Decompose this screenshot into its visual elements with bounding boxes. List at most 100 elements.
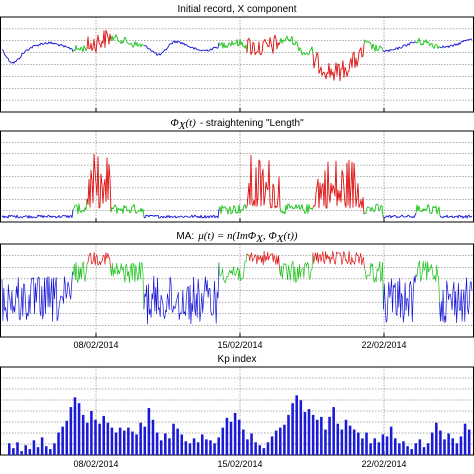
kp-bar: [398, 443, 401, 455]
kp-bar: [299, 400, 303, 455]
panel3-series-quiet: [1, 271, 73, 322]
kp-bar: [357, 432, 360, 455]
kp-bar: [151, 419, 155, 455]
kp-bar: [320, 416, 323, 455]
kp-bar: [106, 422, 110, 455]
kp-bar: [303, 411, 307, 455]
kp-bar: [328, 416, 331, 455]
kp-bar: [122, 430, 126, 455]
panel2-series-moderate: [218, 204, 248, 215]
kp-bar: [118, 427, 122, 455]
kp-bar: [426, 443, 430, 455]
panel2-series-active: [86, 153, 112, 213]
kp-bar: [344, 419, 348, 455]
kp-bar: [77, 403, 81, 455]
kp-bar: [287, 414, 290, 455]
kp-bar: [274, 430, 278, 455]
kp-bar: [53, 443, 56, 455]
kp-bar: [139, 422, 142, 455]
kp-bar: [385, 436, 389, 455]
panel2-series-moderate: [110, 203, 145, 218]
panel3-series-moderate: [110, 261, 145, 310]
kp-bar: [266, 442, 270, 455]
panel1-series-active: [312, 44, 365, 82]
panel4-x-tick-label: 22/02/2014: [361, 459, 406, 469]
panel2-series-moderate: [363, 203, 384, 217]
panel1-series-moderate: [72, 44, 88, 53]
kp-bar: [332, 407, 335, 455]
panel2-series-moderate: [415, 203, 441, 216]
kp-bar: [283, 424, 286, 455]
kp-bar: [414, 443, 418, 455]
kp-bar: [451, 438, 455, 455]
kp-bar: [184, 441, 188, 455]
panel1-title: Initial record, X component: [178, 4, 297, 15]
kp-bar: [250, 433, 253, 455]
panel2-series-quiet: [382, 213, 417, 219]
kp-bar: [348, 425, 352, 455]
kp-bar: [32, 440, 36, 455]
kp-bar: [295, 395, 298, 455]
panel2-title-sub: X: [178, 120, 187, 132]
panel3-title-sub2: X: [276, 233, 285, 245]
kp-bar: [229, 421, 233, 455]
kp-bar: [258, 445, 262, 455]
kp-bar: [20, 451, 23, 455]
kp-bar: [315, 419, 319, 455]
kp-bar: [389, 426, 393, 455]
panel2-series-moderate: [279, 203, 314, 215]
kp-bar: [279, 427, 282, 455]
kp-bar: [406, 446, 409, 455]
panel3-series-moderate: [415, 260, 440, 303]
kp-bar: [422, 447, 426, 455]
panel2-title-phi: Φ: [170, 117, 179, 129]
panel3-series-active: [312, 250, 365, 269]
panel2-series-active: [312, 159, 365, 215]
kp-bar: [205, 439, 208, 455]
panel3-title: MA: μ(t) = n(ImΦX, ΦX(t)): [176, 230, 297, 245]
kp-bar: [402, 441, 405, 455]
kp-bar: [172, 423, 175, 455]
kp-bar: [200, 434, 204, 455]
panel2-series-moderate: [72, 198, 88, 215]
kp-bar: [90, 411, 93, 455]
kp-bar: [324, 429, 327, 455]
panel1-series-quiet: [143, 40, 220, 56]
kp-bar: [365, 432, 368, 455]
panel2-series-active: [246, 154, 281, 209]
kp-bar: [57, 432, 60, 455]
kp-bar: [188, 443, 192, 455]
kp-bar: [369, 443, 372, 455]
kp-bar: [159, 440, 163, 455]
kp-bar: [439, 430, 442, 455]
kp-bar: [221, 427, 225, 455]
kp-bar: [217, 437, 220, 455]
panel3-title-mu: μ(t) = n(ImΦ: [197, 230, 257, 242]
kp-bar: [463, 423, 467, 455]
panel2-title-arg: (t): [185, 117, 196, 129]
kp-bar: [242, 429, 245, 455]
kp-bar: [307, 409, 311, 455]
panel3-series-moderate: [364, 261, 384, 310]
kp-bar: [28, 449, 32, 455]
kp-bar: [86, 422, 89, 455]
kp-bar: [270, 436, 274, 455]
kp-bar: [36, 447, 40, 455]
kp-bar: [393, 438, 397, 455]
kp-bar: [435, 422, 438, 455]
kp-bar: [143, 426, 147, 455]
kp-bar: [373, 438, 376, 455]
panel4-x-tick-label: 08/02/2014: [73, 459, 118, 469]
kp-bar: [69, 407, 73, 455]
kp-bar: [336, 423, 340, 455]
kp-bar: [24, 445, 27, 455]
kp-bar: [131, 431, 134, 455]
kp-bar: [377, 442, 381, 455]
panel1-series-moderate: [279, 35, 314, 56]
kp-bar: [168, 438, 171, 455]
panel2-series-quiet: [439, 214, 473, 219]
panel3-title-sub1: X: [255, 233, 264, 245]
panel1-series-quiet: [382, 41, 417, 52]
panel3-series-moderate: [279, 252, 314, 283]
